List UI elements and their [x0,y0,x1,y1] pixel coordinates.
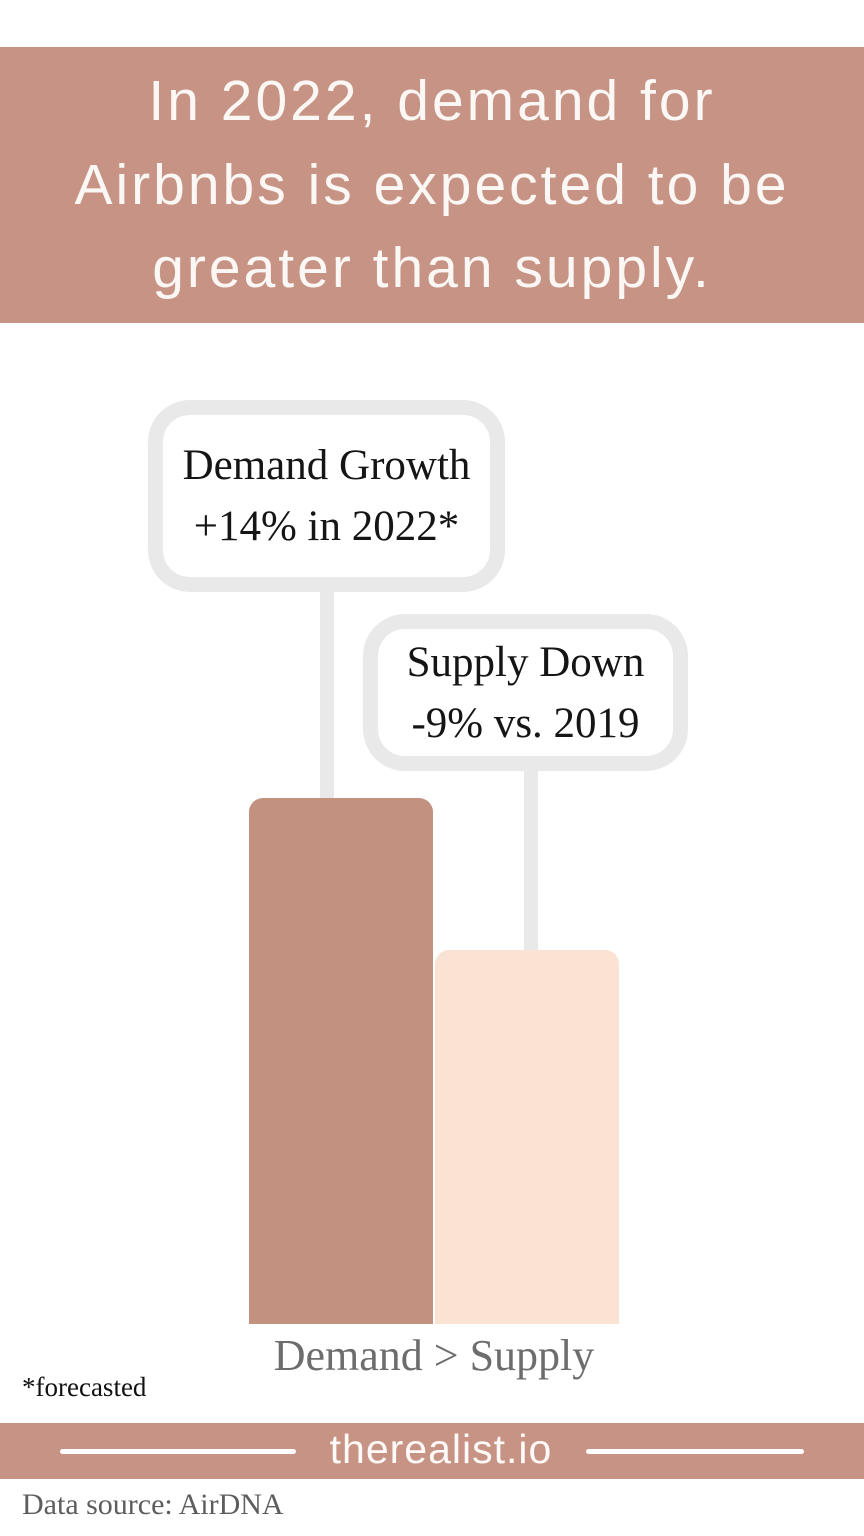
demand-callout-value: +14% in 2022* [193,503,460,550]
demand-callout-title: Demand Growth [182,442,471,489]
x-axis-label: Demand > Supply [273,1331,595,1380]
supply-bar [435,950,619,1324]
right-divider-line [586,1448,805,1454]
header-banner: In 2022, demand for Airbnbs is expected … [0,47,864,323]
data-source-credit: Data source: AirDNA [22,1488,284,1521]
supply-callout: Supply Down -9% vs. 2019 [363,614,688,771]
supply-callout-value: -9% vs. 2019 [411,699,640,747]
left-divider-line [59,1448,296,1454]
headline-line-3: greater than supply. [152,235,712,300]
headline-line-1: In 2022, demand for [148,69,716,134]
brand-name: therealist.io [329,1425,553,1472]
supply-connector-line [524,764,538,958]
demand-connector-line [320,585,334,805]
headline-line-2: Airbnbs is expected to be [74,152,790,217]
supply-callout-title: Supply Down [406,638,645,686]
footer-banner: therealist.io [0,1423,864,1479]
demand-bar [249,798,433,1324]
demand-callout: Demand Growth +14% in 2022* [148,400,505,592]
forecast-footnote: *forecasted [22,1372,147,1402]
